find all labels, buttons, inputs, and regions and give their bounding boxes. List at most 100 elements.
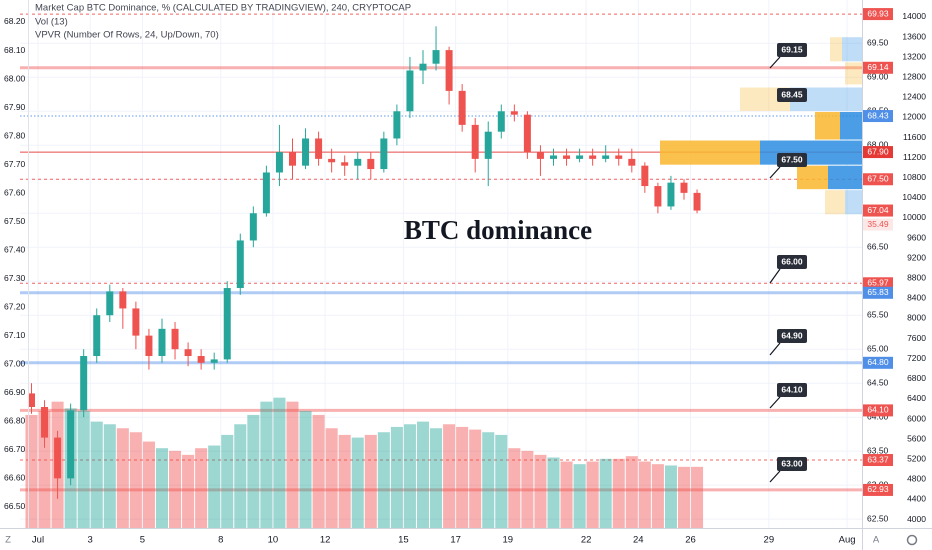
price-label-box [863,454,893,467]
y3-tick-label: 9200 [907,252,926,262]
x-tick-label: 3 [88,535,93,546]
indicator-label: VPVR (Number Of Rows, 24, Up/Down, 70) [35,30,219,41]
price-label: 62.93 [867,484,889,494]
callout-label: 67.50 [781,154,803,164]
y3-tick-label: 4400 [907,494,926,504]
callout-label: 64.10 [781,384,803,394]
price-label-box [863,8,893,21]
candle-body [445,50,453,91]
price-label-box [863,110,893,123]
volume-bar [469,429,482,528]
candle-body [80,356,88,411]
candle-body [275,152,283,173]
header-title: Market Cap BTC Dominance, % (CALCULATED … [35,3,411,14]
y-tick-label: 66.50 [4,501,26,511]
price-label-box [863,61,893,74]
x-tick-label: Jul [32,535,44,546]
candle-body [510,111,518,115]
candle-body [667,182,675,207]
volume-bar [547,457,560,528]
corner-button[interactable]: Z [5,535,11,546]
callout-label: 63.00 [781,458,803,468]
price-label-box [863,356,893,369]
price-label-box [863,146,893,159]
x-tick-label: 8 [218,535,223,546]
x-tick-label: Aug [839,535,856,546]
candle-body [563,155,571,159]
y3-tick-label: 6400 [907,393,926,403]
x-tick-label: 10 [268,535,279,546]
volume-bar [651,464,664,528]
price-label: 67.04 [867,205,889,215]
y3-tick-label: 6000 [907,413,926,423]
volume-bar [142,441,155,528]
candle-body [41,406,49,438]
candle-body [393,111,401,139]
candle-body [680,182,688,193]
price-label-box [863,204,893,217]
vpvr-up [830,37,842,62]
x-tick-label: 29 [764,535,775,546]
y3-tick-label: 4800 [907,474,926,484]
volume-bar [664,465,677,528]
y3-tick-label: 13600 [902,31,926,41]
corner-button[interactable]: A [873,535,880,546]
y3-tick-label: 8000 [907,313,926,323]
y3-tick-label: 11600 [903,132,926,142]
candles [27,26,701,499]
candle-body [119,291,127,309]
volume-bar [416,421,430,528]
price-label: 68.43 [867,110,889,120]
volume-bar [403,424,416,528]
price-label-box [863,173,893,186]
callout-box [777,255,807,269]
y-tick-label: 67.70 [4,159,26,169]
volume-bar [221,434,234,528]
candle-body [27,393,35,407]
y-tick-label: 67.10 [4,330,26,340]
candle-body [223,288,231,360]
callout-label: 69.15 [781,44,803,54]
volume-bar [364,434,377,528]
candle-body [523,114,531,153]
y3-tick-label: 5200 [907,453,926,463]
y3-tick-label: 5600 [907,433,926,443]
candle-body [328,158,336,163]
candle-body [354,158,362,166]
y-tick-label: 68.20 [4,16,26,26]
candle-body [67,410,75,479]
candle-body [54,437,62,479]
candle-body [197,356,205,363]
candle-body [615,155,623,159]
candle-body [484,131,492,159]
y3-tick-label: 10400 [902,192,926,202]
price-label: 64.80 [867,357,889,367]
y-tick-label: 67.80 [4,130,26,140]
volume-bar [638,461,651,528]
y3-tick-label: 11200 [903,152,926,162]
y3-tick-label: 13200 [902,51,926,61]
candle-body [315,138,323,159]
volume-bar [38,410,51,528]
y3-tick-label: 12400 [902,92,926,102]
callout-label: 64.90 [781,330,803,340]
price-label-box [863,483,893,496]
indicator-label: Vol (13) [35,17,68,28]
price-label: 64.10 [867,405,889,415]
volume-bar [90,421,103,528]
settings-icon[interactable] [906,534,918,546]
callout-line [769,470,781,483]
y2-tick-label: 63.50 [867,445,889,455]
y2-tick-label: 64.50 [867,377,889,387]
annotations: 69.15 68.45 67.50 66.00 64.90 64.10 63.00 [769,43,807,483]
candle-body [641,165,649,187]
volume-bar [625,456,638,528]
volume-bar [482,432,495,528]
volume-bar [234,424,247,528]
y3-tick-label: 10800 [902,172,926,182]
y2-tick-label: 65.00 [867,343,889,353]
candle-body [210,359,218,363]
vpvr-down [845,190,862,215]
candle-body [171,328,179,350]
